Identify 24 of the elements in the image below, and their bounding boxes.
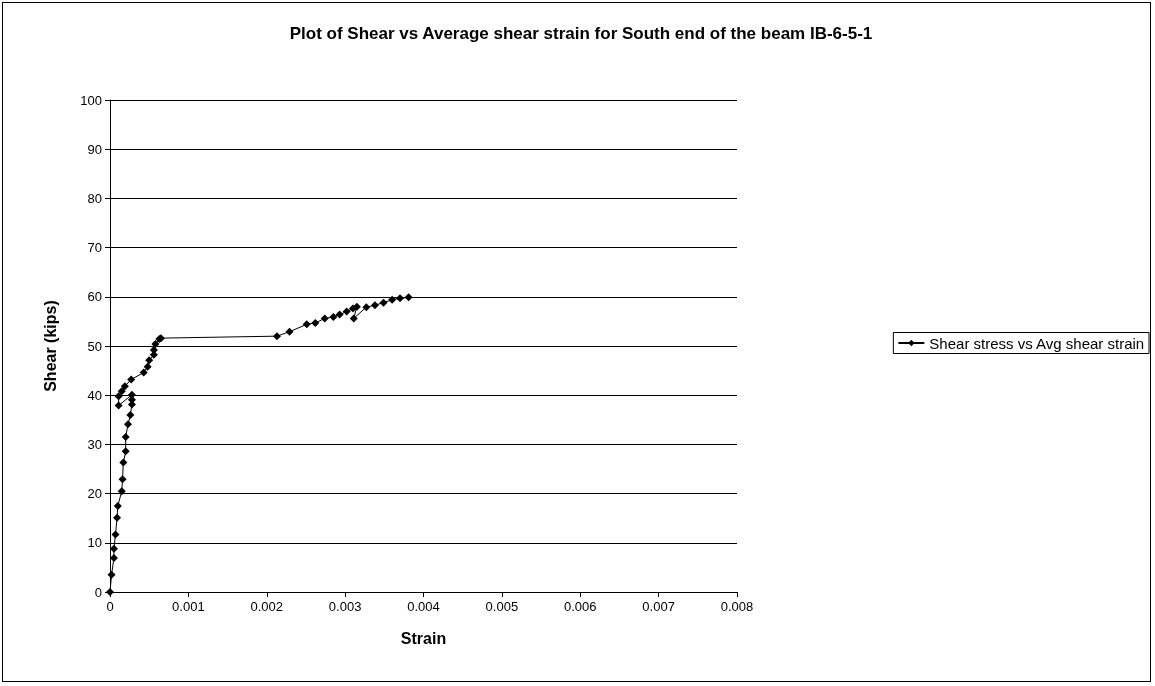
y-tick-label: 40	[87, 387, 102, 403]
x-tick-label: 0.004	[407, 599, 440, 614]
x-tick-label: 0.006	[563, 599, 597, 614]
y-tick-label: 60	[87, 289, 102, 305]
x-tick-label: 0	[106, 599, 114, 614]
y-tick-label: 90	[87, 141, 102, 157]
chart-title: Plot of Shear vs Average shear strain for South end of the beam IB-6-5-1	[289, 24, 873, 43]
y-tick-label: 30	[87, 436, 102, 452]
legend-label: Shear stress vs Avg shear strain	[929, 334, 1145, 352]
y-tick-label: 80	[87, 190, 102, 206]
y-tick-label: 70	[87, 240, 102, 256]
x-tick-label: 0.003	[328, 599, 362, 614]
y-tick-label: 0	[94, 584, 102, 600]
x-tick-label: 0.007	[642, 599, 675, 614]
x-tick-label: 0.008	[720, 599, 754, 614]
y-tick-label: 10	[87, 535, 102, 551]
y-tick-label: 100	[80, 92, 102, 108]
x-tick-label: 0.002	[250, 599, 284, 614]
y-tick-label: 50	[87, 338, 102, 354]
x-axis-title: Strain	[400, 629, 447, 647]
x-tick-label: 0.001	[172, 599, 205, 614]
y-axis-title: Shear (kips)	[41, 300, 59, 392]
y-tick-label: 20	[87, 486, 102, 502]
x-tick-label: 0.005	[485, 599, 519, 614]
